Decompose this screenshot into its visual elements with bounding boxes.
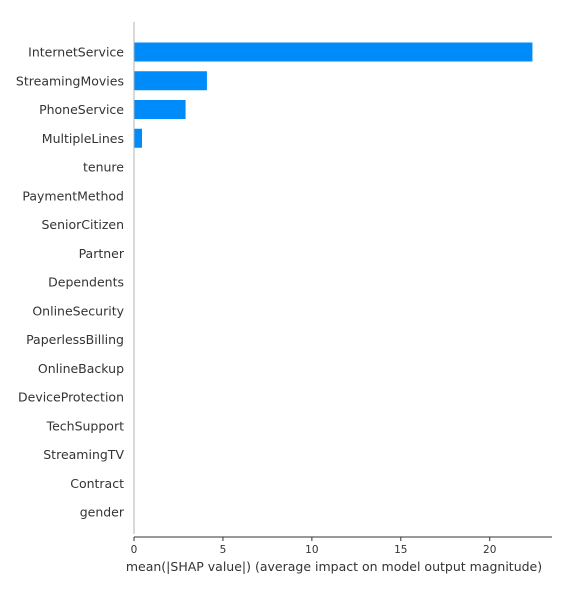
x-tick-label-15: 15 (394, 544, 407, 556)
category-label-gender: gender (80, 505, 125, 520)
bar-PhoneService (134, 100, 186, 119)
category-label-PaymentMethod: PaymentMethod (22, 188, 124, 203)
category-label-Contract: Contract (70, 476, 124, 491)
bar-StreamingMovies (134, 71, 207, 91)
category-label-InternetService: InternetService (28, 45, 124, 60)
y-axis (133, 22, 135, 534)
bar-MultipleLines (134, 128, 143, 148)
category-label-StreamingMovies: StreamingMovies (16, 73, 124, 88)
category-label-SeniorCitizen: SeniorCitizen (41, 217, 124, 232)
x-tick-label-20: 20 (483, 544, 496, 556)
category-label-StreamingTV: StreamingTV (43, 447, 124, 462)
x-tick-label-5: 5 (220, 544, 227, 556)
category-label-OnlineBackup: OnlineBackup (38, 361, 124, 376)
category-label-Dependents: Dependents (48, 275, 124, 290)
category-label-PhoneService: PhoneService (39, 102, 124, 117)
category-label-PaperlessBilling: PaperlessBilling (26, 332, 124, 347)
bar-InternetService (134, 42, 533, 62)
category-label-Partner: Partner (79, 246, 125, 261)
category-label-MultipleLines: MultipleLines (42, 131, 124, 146)
x-axis-label: mean(|SHAP value|) (average impact on mo… (126, 559, 542, 574)
category-label-TechSupport: TechSupport (46, 418, 125, 433)
bars-layer (134, 42, 533, 148)
category-labels: InternetService StreamingMovies PhoneServi… (16, 45, 125, 520)
x-tick-label-0: 0 (131, 544, 138, 556)
x-axis: 0 5 10 15 20 (131, 536, 552, 556)
category-label-DeviceProtection: DeviceProtection (18, 390, 124, 405)
category-label-OnlineSecurity: OnlineSecurity (32, 303, 124, 318)
x-tick-label-10: 10 (305, 544, 318, 556)
category-label-tenure: tenure (83, 160, 124, 175)
